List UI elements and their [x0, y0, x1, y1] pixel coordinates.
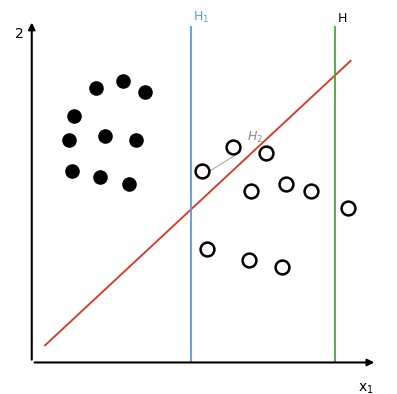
- Point: [133, 137, 139, 143]
- Point: [119, 78, 126, 85]
- Point: [204, 246, 210, 253]
- Point: [345, 205, 352, 212]
- Text: H$_2$: H$_2$: [247, 130, 263, 145]
- Point: [71, 113, 77, 119]
- Text: 2: 2: [15, 26, 24, 41]
- Point: [68, 167, 75, 174]
- Point: [97, 174, 104, 180]
- Point: [102, 133, 108, 139]
- Point: [308, 188, 314, 194]
- Point: [126, 181, 132, 188]
- Point: [246, 256, 252, 263]
- Point: [141, 89, 148, 95]
- Point: [93, 85, 99, 91]
- Text: x$_1$: x$_1$: [358, 381, 374, 394]
- Point: [283, 181, 289, 188]
- Point: [279, 263, 285, 269]
- Point: [66, 137, 73, 143]
- Text: H: H: [337, 12, 347, 25]
- Point: [230, 143, 237, 150]
- Point: [199, 167, 205, 174]
- Text: H$_1$: H$_1$: [193, 10, 210, 25]
- Point: [263, 150, 270, 156]
- Point: [248, 188, 254, 194]
